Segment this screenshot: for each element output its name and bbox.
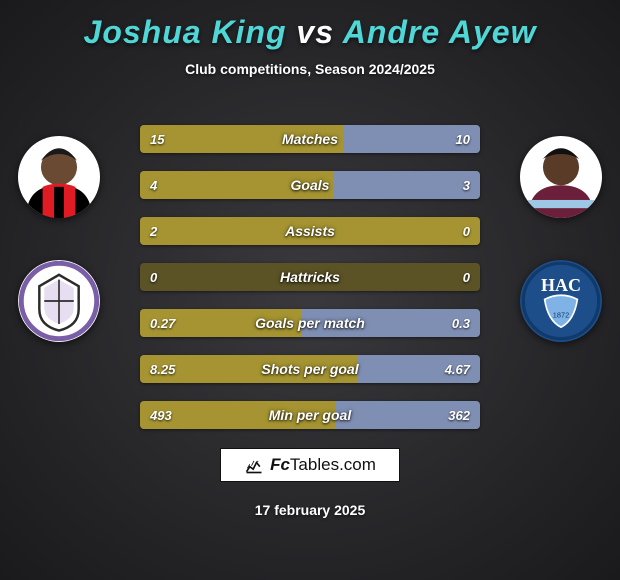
title-player1: Joshua King — [84, 14, 287, 50]
stat-row: 00Hattricks — [140, 263, 480, 291]
club-badge-icon — [18, 260, 100, 342]
subtitle: Club competitions, Season 2024/2025 — [0, 61, 620, 77]
club-badge-icon: HAC 1872 — [520, 260, 602, 342]
bar-right — [301, 309, 480, 337]
bar-right — [336, 401, 480, 429]
stat-row: 0.270.3Goals per match — [140, 309, 480, 337]
comparison-chart: 1510Matches 43Goals 20Assists 00Hattricks 0.… — [140, 125, 480, 447]
logo-text-fc: Fc — [270, 455, 290, 474]
svg-text:1872: 1872 — [553, 310, 569, 319]
player1-club-badge — [18, 260, 100, 342]
page-title: Joshua King vs Andre Ayew — [0, 0, 620, 51]
svg-text:HAC: HAC — [541, 275, 581, 295]
title-vs: vs — [296, 14, 334, 50]
bar-left — [140, 401, 336, 429]
bar-left — [140, 355, 357, 383]
title-player2: Andre Ayew — [343, 14, 537, 50]
date-label: 17 february 2025 — [0, 502, 620, 518]
stat-row: 1510Matches — [140, 125, 480, 153]
avatar-icon — [18, 136, 100, 218]
logo-text-rest: Tables.com — [290, 455, 376, 474]
player1-avatar — [18, 136, 100, 218]
bar-right — [344, 125, 480, 153]
bar-left — [140, 309, 301, 337]
stat-row: 493362Min per goal — [140, 401, 480, 429]
avatar-icon — [520, 136, 602, 218]
player2-avatar — [520, 136, 602, 218]
bar-right — [334, 171, 480, 199]
stat-row: 20Assists — [140, 217, 480, 245]
site-logo: FcTables.com — [220, 448, 400, 482]
player2-club-badge: HAC 1872 — [520, 260, 602, 342]
bar-right — [357, 355, 480, 383]
bar-left — [140, 171, 334, 199]
bar-left — [140, 125, 344, 153]
stat-row: 8.254.67Shots per goal — [140, 355, 480, 383]
stat-row: 43Goals — [140, 171, 480, 199]
bar-left — [140, 217, 480, 245]
chart-icon — [244, 455, 264, 475]
